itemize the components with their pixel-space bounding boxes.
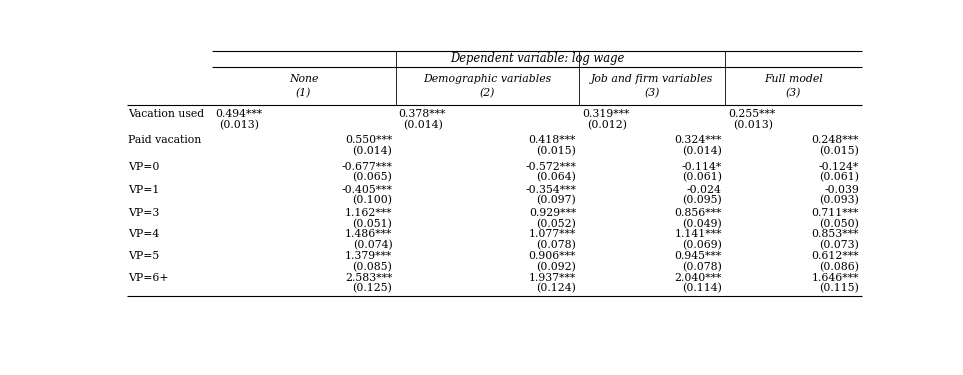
Text: (0.095): (0.095): [682, 195, 722, 206]
Text: -0.124*: -0.124*: [819, 162, 859, 172]
Text: None: None: [289, 74, 319, 84]
Text: (0.114): (0.114): [682, 283, 722, 294]
Text: (0.015): (0.015): [536, 146, 576, 156]
Text: -0.039: -0.039: [824, 185, 859, 195]
Text: 2.040***: 2.040***: [674, 273, 722, 282]
Text: VP=0: VP=0: [128, 162, 160, 172]
Text: 2.583***: 2.583***: [345, 273, 392, 282]
Text: (0.115): (0.115): [820, 283, 859, 294]
Text: 1.646***: 1.646***: [812, 273, 859, 282]
Text: (0.064): (0.064): [536, 172, 576, 183]
Text: (0.124): (0.124): [536, 283, 576, 294]
Text: (0.052): (0.052): [536, 219, 576, 229]
Text: 0.856***: 0.856***: [674, 208, 722, 218]
Text: Paid vacation: Paid vacation: [128, 135, 201, 146]
Text: (0.013): (0.013): [733, 120, 772, 130]
Text: (0.065): (0.065): [352, 172, 392, 183]
Text: (0.125): (0.125): [352, 283, 392, 294]
Text: 0.550***: 0.550***: [345, 135, 392, 146]
Text: (0.015): (0.015): [820, 146, 859, 156]
Text: (0.012): (0.012): [586, 120, 627, 130]
Text: Dependent variable: log wage: Dependent variable: log wage: [450, 53, 624, 65]
Text: (0.014): (0.014): [403, 120, 443, 130]
Text: -0.405***: -0.405***: [342, 185, 392, 195]
Text: 1.486***: 1.486***: [345, 230, 392, 239]
Text: 0.324***: 0.324***: [674, 135, 722, 146]
Text: 0.319***: 0.319***: [583, 109, 630, 119]
Text: (3): (3): [786, 88, 801, 98]
Text: (0.051): (0.051): [352, 219, 392, 229]
Text: 0.929***: 0.929***: [529, 208, 576, 218]
Text: -0.354***: -0.354***: [525, 185, 576, 195]
Text: 0.418***: 0.418***: [529, 135, 576, 146]
Text: VP=4: VP=4: [128, 230, 159, 239]
Text: (0.085): (0.085): [352, 262, 392, 272]
Text: 1.162***: 1.162***: [345, 208, 392, 218]
Text: (0.014): (0.014): [682, 146, 722, 156]
Text: (0.061): (0.061): [819, 172, 859, 183]
Text: 0.248***: 0.248***: [812, 135, 859, 146]
Text: (0.092): (0.092): [536, 262, 576, 272]
Text: 0.853***: 0.853***: [812, 230, 859, 239]
Text: Vacation used: Vacation used: [128, 109, 204, 119]
Text: VP=3: VP=3: [128, 208, 160, 218]
Text: 1.077***: 1.077***: [529, 230, 576, 239]
Text: (3): (3): [644, 88, 660, 98]
Text: (0.093): (0.093): [820, 195, 859, 206]
Text: (0.100): (0.100): [352, 195, 392, 206]
Text: (2): (2): [480, 88, 495, 98]
Text: (0.050): (0.050): [820, 219, 859, 229]
Text: (0.097): (0.097): [536, 195, 576, 206]
Text: -0.114*: -0.114*: [682, 162, 722, 172]
Text: 1.379***: 1.379***: [345, 251, 392, 261]
Text: (0.074): (0.074): [352, 240, 392, 250]
Text: (0.061): (0.061): [682, 172, 722, 183]
Text: -0.677***: -0.677***: [342, 162, 392, 172]
Text: VP=1: VP=1: [128, 185, 160, 195]
Text: 0.255***: 0.255***: [728, 109, 775, 119]
Text: 0.945***: 0.945***: [675, 251, 722, 261]
Text: Job and firm variables: Job and firm variables: [591, 74, 714, 84]
Text: Demographic variables: Demographic variables: [423, 74, 552, 84]
Text: Full model: Full model: [764, 74, 822, 84]
Text: 1.937***: 1.937***: [529, 273, 576, 282]
Text: (0.078): (0.078): [682, 262, 722, 272]
Text: (0.073): (0.073): [820, 240, 859, 250]
Text: 0.612***: 0.612***: [812, 251, 859, 261]
Text: (0.013): (0.013): [220, 120, 260, 130]
Text: 0.494***: 0.494***: [215, 109, 262, 119]
Text: (0.049): (0.049): [682, 219, 722, 229]
Text: (0.078): (0.078): [536, 240, 576, 250]
Text: -0.024: -0.024: [687, 185, 722, 195]
Text: 0.711***: 0.711***: [812, 208, 859, 218]
Text: (0.086): (0.086): [819, 262, 859, 272]
Text: 0.378***: 0.378***: [399, 109, 446, 119]
Text: VP=5: VP=5: [128, 251, 159, 261]
Text: 0.906***: 0.906***: [529, 251, 576, 261]
Text: (1): (1): [296, 88, 311, 98]
Text: 1.141***: 1.141***: [674, 230, 722, 239]
Text: (0.069): (0.069): [682, 240, 722, 250]
Text: VP=6+: VP=6+: [128, 273, 169, 282]
Text: -0.572***: -0.572***: [525, 162, 576, 172]
Text: (0.014): (0.014): [352, 146, 392, 156]
